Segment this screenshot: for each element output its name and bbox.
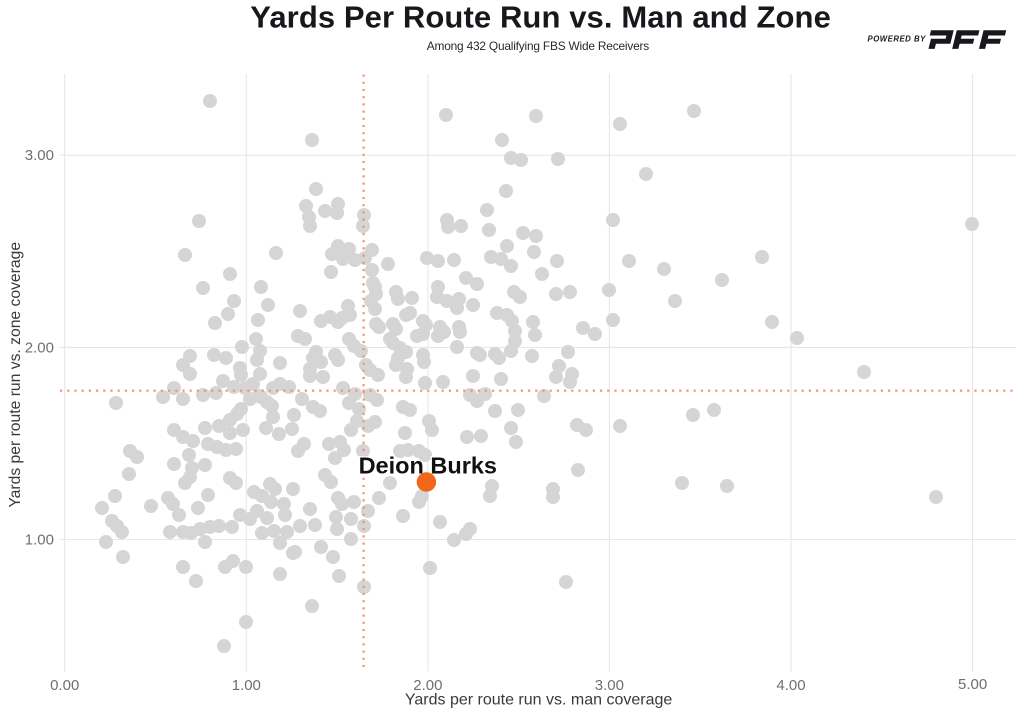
svg-text:1.00: 1.00 [232,677,261,694]
svg-text:Yards per route run vs. zone c: Yards per route run vs. zone coverage [7,242,24,508]
svg-text:2.00: 2.00 [413,677,442,694]
svg-text:4.00: 4.00 [776,677,805,694]
svg-text:Yards Per Route Run vs. Man an: Yards Per Route Run vs. Man and Zone [250,0,831,35]
svg-text:2.00: 2.00 [25,339,54,356]
svg-text:Among 432 Qualifying FBS Wide: Among 432 Qualifying FBS Wide Receivers [427,39,649,53]
svg-text:POWERED BY: POWERED BY [868,34,927,43]
svg-text:1.00: 1.00 [25,532,54,549]
svg-text:0.00: 0.00 [50,677,79,694]
svg-text:5.00: 5.00 [958,676,987,693]
svg-text:Yards per route run vs. man co: Yards per route run vs. man coverage [405,692,672,709]
svg-text:3.00: 3.00 [595,677,624,694]
svg-text:3.00: 3.00 [25,147,54,164]
